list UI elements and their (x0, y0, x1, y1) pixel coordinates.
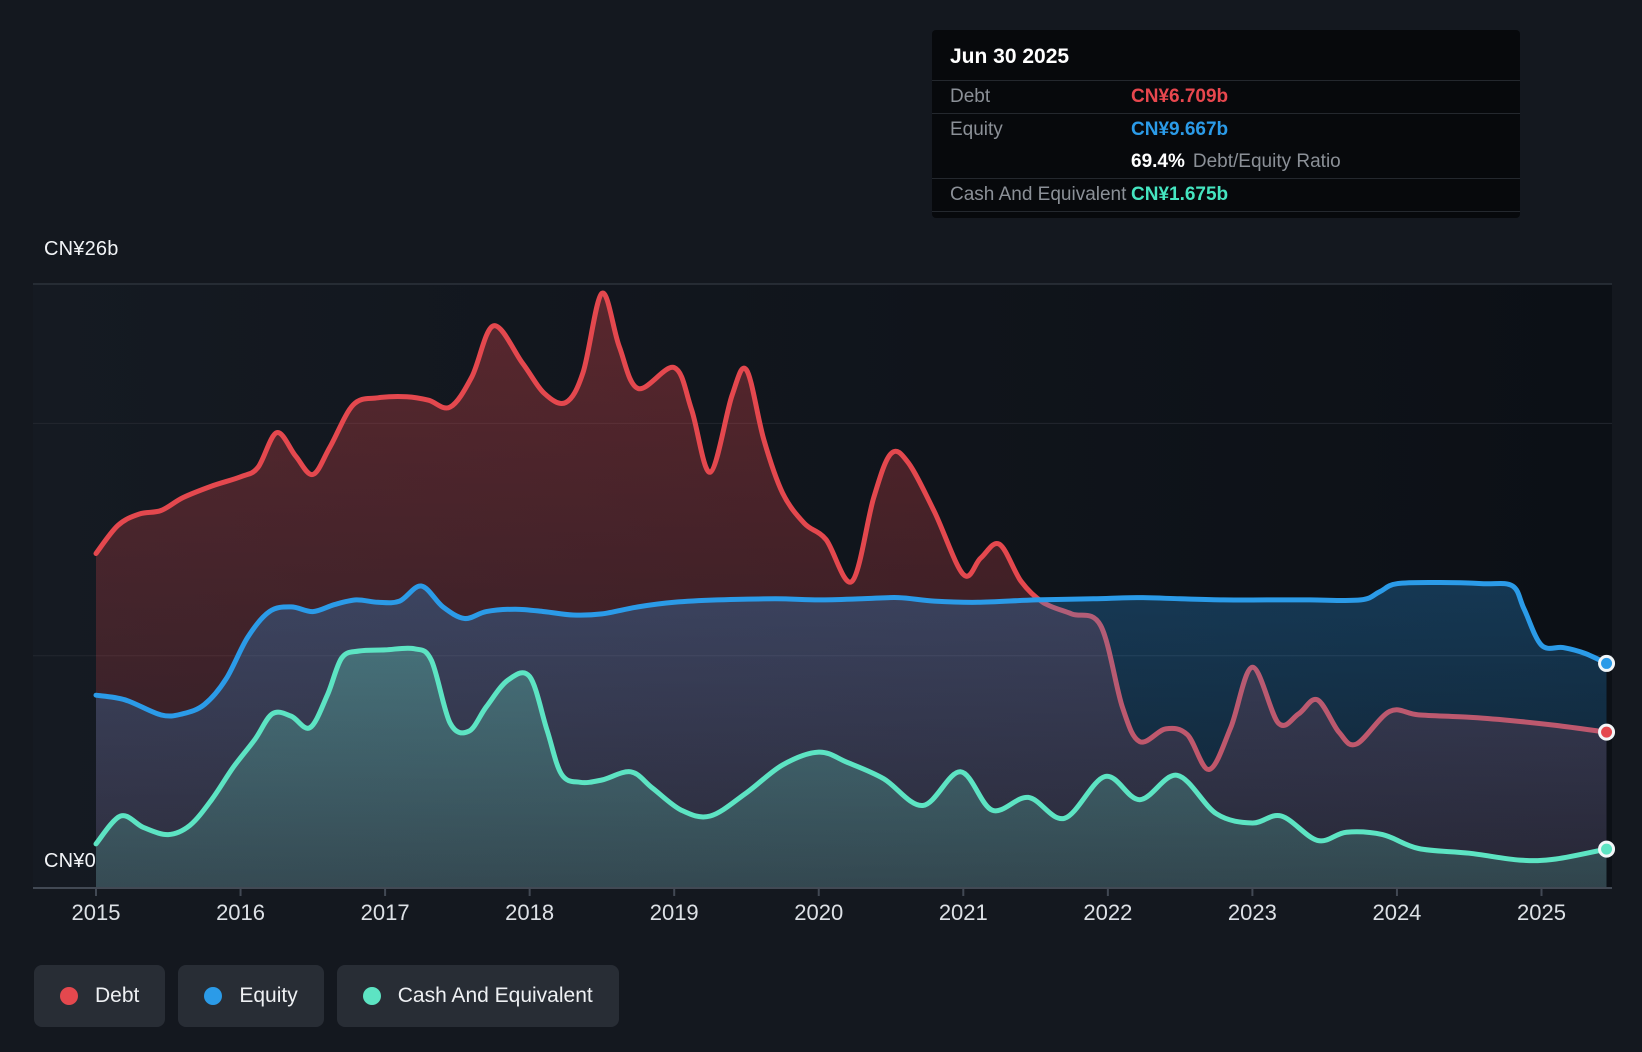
tooltip-row-equity: Equity CN¥9.667b (932, 114, 1520, 146)
legend-equity-label: Equity (239, 984, 298, 1007)
chart-legend: Debt Equity Cash And Equivalent (34, 965, 619, 1027)
tooltip-row-ratio: 69.4% Debt/Equity Ratio (932, 146, 1520, 179)
x-axis-label-2017: 2017 (361, 900, 410, 925)
y-axis-zero-label: CN¥0 (44, 850, 96, 872)
legend-item-debt[interactable]: Debt (34, 965, 166, 1027)
tooltip-cash-label: Cash And Equivalent (950, 184, 1127, 205)
tooltip-ratio-value: 69.4% (1131, 151, 1185, 172)
x-axis-label-2023: 2023 (1228, 900, 1277, 925)
end-marker-cash (1598, 840, 1616, 858)
tooltip-debt-label: Debt (950, 86, 991, 107)
tooltip-cash-value: CN¥1.675b (1131, 184, 1229, 205)
tooltip-equity-value: CN¥9.667b (1131, 119, 1229, 140)
x-axis-label-2024: 2024 (1372, 900, 1421, 925)
y-axis-max-label: CN¥26b (44, 238, 119, 260)
cash-color-dot-icon (362, 987, 381, 1005)
series-line-equity (93, 579, 1609, 719)
series-areas-and-lines (93, 290, 1609, 888)
x-axis-label-2025: 2025 (1517, 900, 1566, 925)
legend-item-equity[interactable]: Equity (178, 965, 324, 1027)
x-axis-label-2018: 2018 (505, 900, 554, 925)
series-line-cash (93, 645, 1609, 864)
debt-color-dot-icon (60, 987, 78, 1005)
end-marker-equity (1598, 654, 1616, 672)
tooltip-ratio-label: Debt/Equity Ratio (1192, 151, 1341, 172)
x-axis-label-2016: 2016 (216, 900, 265, 925)
equity-color-dot-icon (204, 987, 223, 1005)
tooltip-date: Jun 30 2025 (932, 30, 1520, 81)
tooltip-equity-label: Equity (950, 119, 1003, 140)
tooltip-debt-value: CN¥6.709b (1131, 86, 1229, 107)
x-axis-label-2019: 2019 (650, 900, 699, 925)
series-end-markers (1598, 654, 1616, 858)
x-axis-label-2020: 2020 (794, 900, 843, 925)
legend-item-cash[interactable]: Cash And Equivalent (336, 965, 619, 1027)
tooltip-row-debt: Debt CN¥6.709b (932, 81, 1520, 114)
tooltip-row-cash: Cash And Equivalent CN¥1.675b (932, 179, 1520, 212)
x-axis-label-2015: 2015 (72, 900, 121, 925)
x-axis-label-2021: 2021 (939, 900, 988, 925)
legend-debt-label: Debt (95, 984, 140, 1007)
series-area-cash (96, 648, 1607, 888)
chart-tooltip: Jun 30 2025 Debt CN¥6.709b Equity CN¥9.6… (932, 30, 1520, 218)
x-axis-label-2022: 2022 (1083, 900, 1132, 925)
end-marker-debt (1598, 723, 1616, 741)
legend-cash-label: Cash And Equivalent (397, 984, 593, 1007)
x-axis: 2015 2016 2017 2018 2019 2020 2021 2022 2023 2024… (33, 887, 1612, 925)
